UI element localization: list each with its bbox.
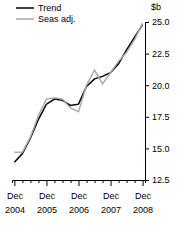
x-tick-mark	[111, 180, 112, 186]
x-tick	[135, 180, 136, 183]
y-tick: 20.0	[145, 81, 170, 91]
x-tick	[30, 180, 31, 183]
x-tick-label: Dec2004	[5, 191, 25, 215]
x-tick: Dec2007	[101, 180, 121, 215]
x-tick-label: Dec2007	[101, 191, 121, 215]
x-tick	[70, 180, 71, 183]
x-tick	[119, 180, 120, 183]
x-tick	[87, 180, 88, 183]
x-tick-label: Dec2008	[133, 191, 153, 215]
x-tick-mark	[87, 180, 88, 183]
x-tick-mark	[22, 180, 23, 183]
x-tick	[127, 180, 128, 183]
x-tick	[54, 180, 55, 183]
x-tick	[62, 180, 63, 183]
y-tick-label: 20.0	[152, 81, 170, 91]
x-tick	[95, 180, 96, 183]
x-tick: Dec2005	[37, 180, 57, 215]
y-tick: 12.5	[145, 175, 170, 185]
x-tick-mark	[46, 180, 47, 186]
x-tick-label: Dec2006	[69, 191, 89, 215]
series-line	[14, 23, 142, 152]
y-tick-label: 12.5	[152, 175, 170, 185]
x-tick: Dec2008	[133, 180, 153, 215]
x-tick-mark	[143, 180, 144, 186]
x-tick-mark	[70, 180, 71, 183]
y-axis: 12.5 15.0 17.5 20.0 22.5 25.0	[145, 17, 170, 185]
x-tick-mark	[103, 180, 104, 183]
y-tick: 22.5	[145, 49, 170, 59]
x-tick-mark	[127, 180, 128, 183]
x-tick-mark	[14, 180, 15, 186]
x-tick: Dec2004	[5, 180, 25, 215]
legend-label: Trend	[38, 3, 61, 13]
x-tick-mark	[54, 180, 55, 183]
y-axis-title: $b	[151, 2, 161, 12]
plot-area	[14, 23, 142, 162]
x-tick-mark	[62, 180, 63, 183]
y-tick-label: 25.0	[152, 17, 170, 27]
x-tick-label: Dec2005	[37, 191, 57, 215]
series-line	[14, 25, 142, 163]
y-tick-label: 22.5	[152, 49, 170, 59]
x-tick-mark	[135, 180, 136, 183]
legend: TrendSeas adj.	[16, 3, 76, 24]
x-tick: Dec2006	[69, 180, 89, 215]
x-tick-mark	[95, 180, 96, 183]
x-tick	[22, 180, 23, 183]
y-tick-label: 17.5	[152, 112, 170, 122]
x-tick-mark	[38, 180, 39, 183]
x-tick	[103, 180, 104, 183]
y-tick: 25.0	[145, 17, 170, 27]
chart: 12.5 15.0 17.5 20.0 22.5 25.0 $b Dec2004 Dec2005…	[0, 0, 181, 231]
y-tick-mark	[145, 22, 149, 23]
y-axis-line	[146, 23, 150, 181]
legend-swatch	[16, 7, 34, 9]
y-tick: 17.5	[145, 112, 170, 122]
x-axis: Dec2004 Dec2005 Dec2006 Dec2007 Dec2008	[5, 180, 153, 215]
x-tick-mark	[79, 180, 80, 186]
y-tick-mark	[145, 85, 149, 86]
y-tick-label: 15.0	[152, 144, 170, 154]
legend-swatch	[16, 18, 34, 20]
y-tick-mark	[145, 54, 149, 55]
y-tick-mark	[145, 117, 149, 118]
y-tick: 15.0	[145, 144, 170, 154]
legend-label: Seas adj.	[38, 14, 76, 24]
x-tick	[38, 180, 39, 183]
y-tick-mark	[145, 148, 149, 149]
x-tick-mark	[30, 180, 31, 183]
x-tick-mark	[119, 180, 120, 183]
